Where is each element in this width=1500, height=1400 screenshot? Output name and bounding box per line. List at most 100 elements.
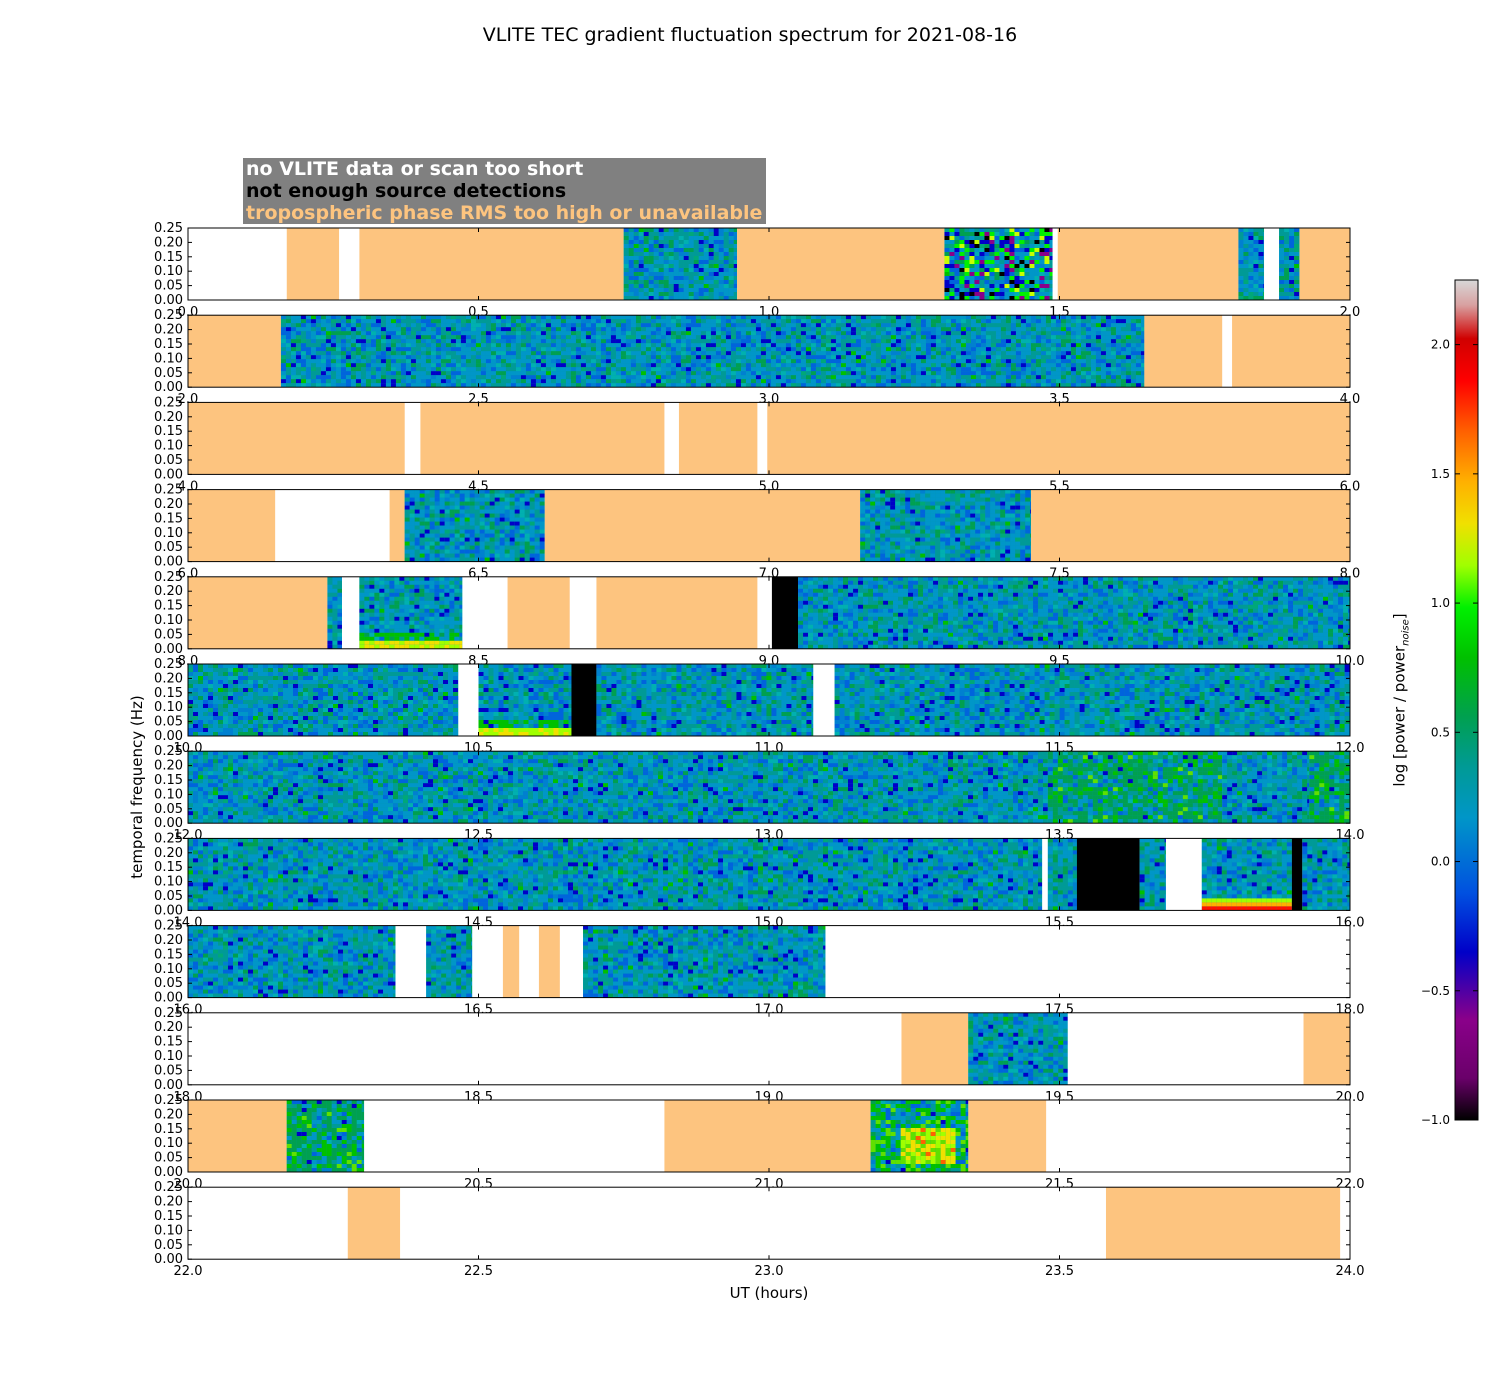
segment-tropo bbox=[1299, 228, 1350, 300]
segment-data-low bbox=[478, 664, 572, 736]
y-tick-label: 0.20 bbox=[154, 846, 183, 861]
segment-data bbox=[834, 664, 1350, 736]
y-tick-label: 0.00 bbox=[154, 816, 183, 831]
segment-data-green bbox=[1047, 751, 1223, 824]
y-tick-label: 0.10 bbox=[154, 787, 183, 802]
x-axis-label: UT (hours) bbox=[188, 1284, 1350, 1302]
y-tick-label: 0.15 bbox=[154, 860, 183, 875]
y-tick-label: 0.00 bbox=[154, 991, 183, 1006]
segment-data-green bbox=[1309, 751, 1350, 824]
y-tick-label: 0.05 bbox=[154, 366, 183, 381]
y-tick-label: 0.20 bbox=[154, 933, 183, 948]
y-tick-label: 0.25 bbox=[154, 221, 183, 236]
y-tick-label: 0.25 bbox=[154, 395, 183, 410]
y-tick-label: 0.00 bbox=[154, 293, 183, 308]
legend-tropo: tropospheric phase RMS too high or unava… bbox=[246, 202, 762, 224]
segment-black bbox=[1291, 838, 1303, 911]
segment-tropo bbox=[1031, 489, 1350, 562]
colorbar-tick-label: −0.5 bbox=[1421, 984, 1450, 998]
segment-tropo bbox=[502, 925, 520, 998]
segment-data bbox=[327, 576, 342, 649]
y-tick-label: 0.00 bbox=[154, 380, 183, 395]
y-tick-label: 0.20 bbox=[154, 1020, 183, 1035]
y-tick-label: 0.20 bbox=[154, 323, 183, 338]
segment-data bbox=[623, 228, 738, 300]
y-tick-label: 0.25 bbox=[154, 570, 183, 585]
y-tick-label: 0.15 bbox=[154, 511, 183, 526]
segment-data bbox=[1139, 838, 1166, 911]
segment-data bbox=[280, 315, 1145, 388]
panel-2: 0.000.050.100.150.200.254.0 4.5 5.0 5.5 6.0 bbox=[154, 395, 1360, 494]
y-tick-label: 0.05 bbox=[154, 540, 183, 555]
segment-data-hot bbox=[870, 1100, 969, 1172]
segment-tropo bbox=[188, 315, 281, 388]
y-tick-label: 0.25 bbox=[154, 1093, 183, 1108]
colorbar-tick-label: 1.5 bbox=[1431, 467, 1450, 481]
y-tick-label: 0.05 bbox=[154, 1238, 183, 1253]
panel-1: 0.000.050.100.150.200.252.0 2.5 3.0 3.5 4.0 bbox=[154, 308, 1360, 407]
segment-tropo bbox=[1144, 315, 1223, 388]
x-tick-label: 23.5 bbox=[1045, 1264, 1074, 1279]
colorbar-label-end: ] bbox=[1391, 613, 1409, 619]
y-tick-label: 0.00 bbox=[154, 1252, 183, 1267]
segment-black bbox=[571, 664, 597, 736]
segment-tropo bbox=[1105, 1187, 1341, 1260]
y-tick-label: 0.10 bbox=[154, 439, 183, 454]
y-tick-label: 0.15 bbox=[154, 337, 183, 352]
segment-tropo bbox=[737, 228, 945, 300]
y-tick-label: 0.15 bbox=[154, 424, 183, 439]
segment-tropo bbox=[359, 228, 624, 300]
segment-tropo bbox=[544, 489, 861, 562]
y-tick-label: 0.00 bbox=[154, 642, 183, 657]
y-tick-label: 0.05 bbox=[154, 976, 183, 991]
y-tick-label: 0.10 bbox=[154, 875, 183, 890]
segment-tropo bbox=[420, 402, 665, 475]
colorbar: −1.0 −0.5 0.0 0.5 1.0 1.5 2.0 bbox=[1421, 279, 1479, 1127]
y-tick-label: 0.15 bbox=[154, 1209, 183, 1224]
y-tick-label: 0.25 bbox=[154, 483, 183, 498]
segment-tropo bbox=[596, 576, 758, 649]
segment-tropo bbox=[538, 925, 560, 998]
panel-11: 0.000.050.100.150.200.25 22.0 22.5 23.0 23.5… bbox=[154, 1180, 1364, 1279]
segment-tropo bbox=[507, 576, 570, 649]
y-tick-label: 0.20 bbox=[154, 497, 183, 512]
y-tick-label: 0.20 bbox=[154, 1195, 183, 1210]
y-tick-label: 0.10 bbox=[154, 351, 183, 366]
y-tick-label: 0.10 bbox=[154, 1136, 183, 1151]
segment-tropo bbox=[664, 1100, 871, 1172]
segment-tropo bbox=[968, 1100, 1047, 1172]
y-tick-label: 0.15 bbox=[154, 599, 183, 614]
chart-title: VLITE TEC gradient fluctuation spectrum … bbox=[0, 24, 1500, 46]
colorbar-tick-label: −1.0 bbox=[1421, 1113, 1450, 1127]
y-tick-label: 0.20 bbox=[154, 584, 183, 599]
segment-data bbox=[1238, 228, 1265, 300]
y-tick-label: 0.00 bbox=[154, 555, 183, 570]
segment-black bbox=[771, 576, 799, 649]
y-tick-label: 0.05 bbox=[154, 889, 183, 904]
y-tick-label: 0.15 bbox=[154, 773, 183, 788]
y-tick-label: 0.15 bbox=[154, 1122, 183, 1137]
panel-0: 0.000.050.100.150.200.250.0 0.5 1.0 1.5 2.0 bbox=[154, 221, 1360, 320]
y-tick-label: 0.20 bbox=[154, 759, 183, 774]
segment-tropo bbox=[347, 1187, 401, 1260]
y-tick-label: 0.25 bbox=[154, 1006, 183, 1021]
y-tick-label: 0.00 bbox=[154, 1165, 183, 1180]
y-axis-label: temporal frequency (Hz) bbox=[128, 695, 146, 879]
segment-tropo bbox=[389, 489, 405, 562]
y-tick-label: 0.20 bbox=[154, 410, 183, 425]
y-tick-label: 0.10 bbox=[154, 1223, 183, 1238]
segment-data bbox=[968, 1012, 1068, 1085]
segment-data bbox=[426, 925, 473, 998]
y-tick-label: 0.05 bbox=[154, 802, 183, 817]
y-tick-label: 0.25 bbox=[154, 308, 183, 323]
segment-tropo bbox=[678, 402, 758, 475]
segment-data-red bbox=[1201, 838, 1292, 911]
colorbar-label-main: log [power / power bbox=[1391, 646, 1409, 787]
segment-tropo bbox=[1303, 1012, 1350, 1085]
y-tick-label: 0.20 bbox=[154, 671, 183, 686]
y-tick-label: 0.25 bbox=[154, 919, 183, 934]
y-tick-label: 0.10 bbox=[154, 1049, 183, 1064]
x-tick-label: 23.0 bbox=[755, 1264, 784, 1279]
